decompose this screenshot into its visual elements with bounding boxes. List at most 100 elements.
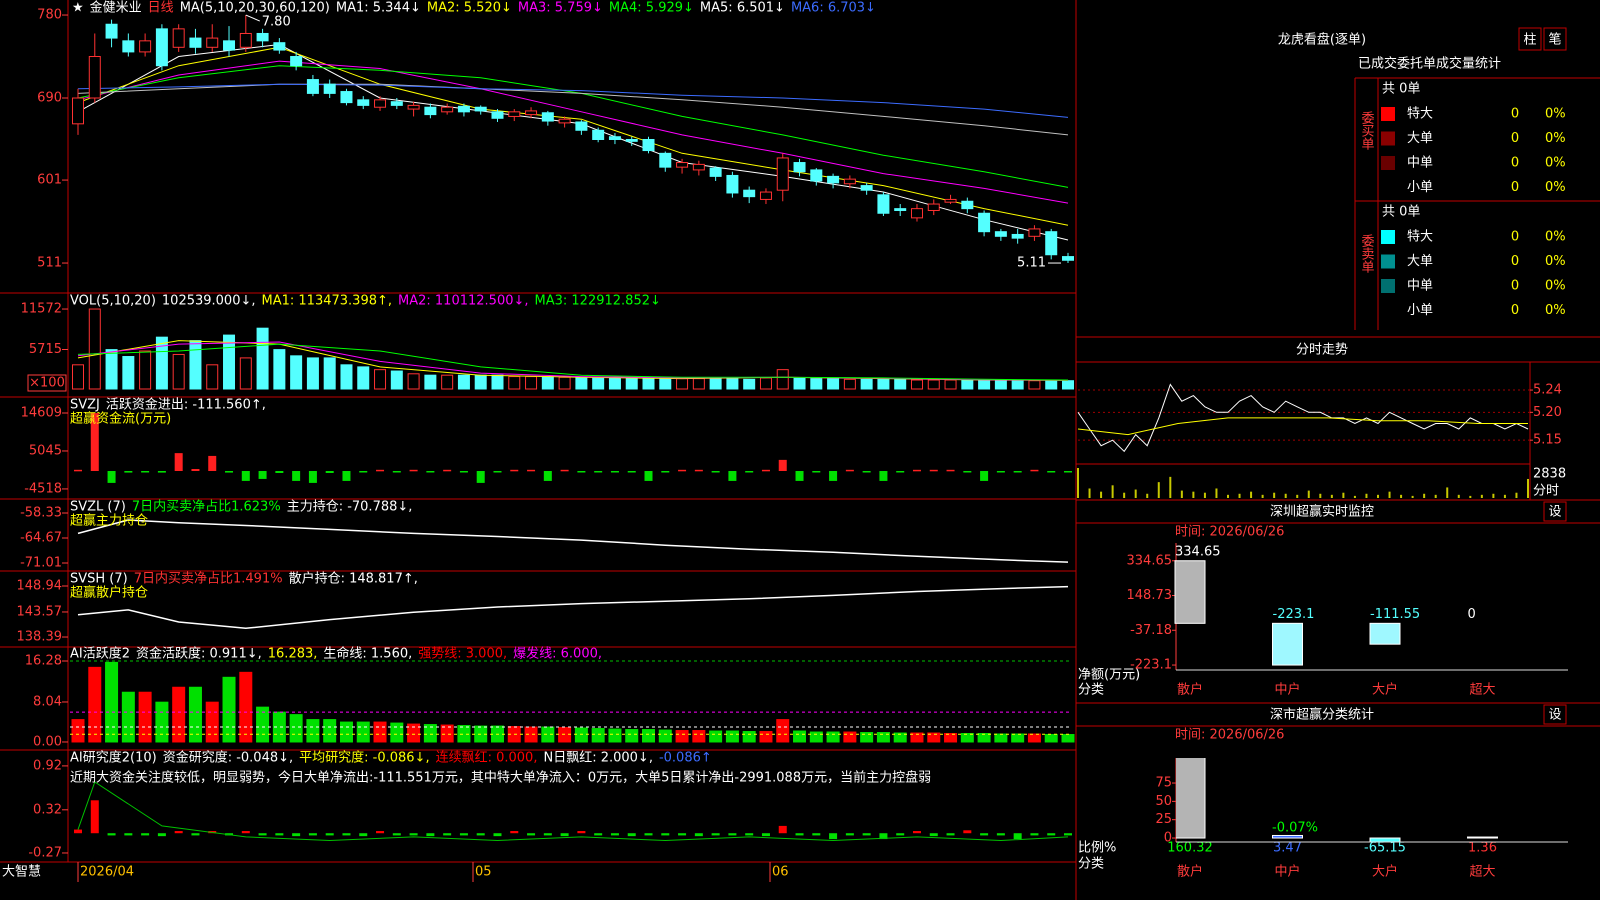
activity-bar [541, 726, 555, 743]
activity-bar [826, 731, 840, 743]
subtitle: 超赢散户持仓 [70, 585, 148, 601]
price-line [1077, 383, 1529, 453]
volume-bar [491, 374, 504, 390]
volume-bar [189, 340, 202, 390]
header-item: VOL(5,10,20) [70, 294, 156, 309]
volume-bar [843, 378, 856, 390]
ma-line [77, 60, 1069, 204]
indicator-bar [74, 829, 82, 834]
candle-body [592, 129, 605, 140]
indicator-bar [845, 469, 854, 472]
button[interactable] [1543, 704, 1567, 725]
indicator-bar [141, 833, 150, 836]
volume-bar [374, 369, 387, 390]
indicator-bar [577, 831, 586, 834]
value-label: 1.36 [1468, 841, 1497, 856]
candle-body [994, 231, 1007, 237]
header-item: -0.086↑ [659, 751, 712, 766]
volume-bar [810, 378, 823, 390]
indicator-bar [862, 833, 871, 836]
row-pct: 0% [1545, 131, 1566, 146]
candle-body [625, 138, 638, 142]
indicator-bar [342, 833, 351, 836]
indicator-bar [1013, 471, 1022, 473]
button[interactable] [1543, 27, 1567, 51]
volume-bar [1088, 488, 1091, 498]
y-tick-label: 5.24 [1533, 383, 1562, 398]
y-tick-label: 780 [37, 8, 62, 23]
side-label: 委买单 [1359, 111, 1375, 150]
annotation: 7.80 [262, 15, 291, 30]
indicator-bar [476, 471, 485, 483]
row-pct: 0% [1545, 303, 1566, 318]
y-tick-label: -58.33 [20, 505, 62, 520]
candle-body [273, 42, 286, 51]
candle-body [558, 118, 571, 124]
volume-bar [877, 378, 890, 390]
candle-body [374, 99, 387, 108]
y-tick-label: 14609 [21, 406, 62, 421]
indicator-bar [560, 469, 569, 472]
header-item: 强势线: 3.000, [418, 646, 507, 662]
header-item: 资金活跃度: 0.911↓, [136, 646, 262, 662]
indicator-bar [728, 833, 737, 836]
volume-bar [894, 378, 907, 390]
category-label: 超大 [1469, 683, 1495, 698]
indicator-bar [191, 833, 200, 836]
activity-bar [608, 728, 622, 743]
y-tick-label: 50 [1155, 794, 1172, 809]
indicator-bar [929, 833, 938, 837]
row-count: 0 [1511, 254, 1519, 269]
button[interactable] [1518, 27, 1542, 51]
button[interactable]: 设 [1548, 708, 1561, 723]
indicator-bar [929, 469, 938, 472]
button[interactable]: 笔 [1548, 32, 1561, 48]
indicator-bar [829, 833, 838, 840]
button[interactable]: 柱 [1523, 33, 1536, 48]
volume-bar [709, 378, 722, 390]
swatch [1381, 107, 1395, 121]
volume-bar [1515, 492, 1518, 498]
volume-bar [1215, 488, 1218, 498]
indicator-bar [157, 833, 166, 837]
volume-bar [88, 308, 101, 390]
indicator-bar [1064, 471, 1072, 473]
volume-bar [1423, 493, 1426, 498]
indicator-bar [426, 833, 435, 837]
y-tick-label: 690 [37, 91, 62, 106]
value-label: -65.15 [1364, 841, 1406, 856]
volume-bar [642, 377, 655, 390]
indicator-bar [359, 471, 368, 473]
indicator-bar [459, 471, 468, 473]
header-item: MA6: 6.703↓ [791, 1, 876, 16]
indicator-bar [342, 471, 351, 481]
value-label: 334.65 [1175, 544, 1221, 559]
activity-bar [121, 691, 135, 743]
candle-body [223, 40, 236, 51]
indicator-bar [795, 471, 804, 481]
activity-bar [977, 733, 991, 743]
indicator-bar [208, 455, 217, 472]
category-label: 大户 [1372, 682, 1398, 698]
header-item: 16.283, [268, 647, 318, 662]
panel-title: 深圳超赢实时监控 [1270, 504, 1374, 520]
volume-bar [1388, 491, 1391, 498]
activity-bar [172, 686, 186, 743]
y-tick-label: 138.39 [17, 630, 63, 645]
button[interactable] [1543, 501, 1567, 522]
activity-bar [1044, 734, 1058, 743]
button[interactable]: 设 [1548, 505, 1561, 520]
candle-body [843, 178, 856, 185]
activity-bar [944, 733, 958, 743]
indicator-bar [409, 469, 418, 472]
volume-bar [1400, 494, 1403, 498]
candle-body [860, 185, 873, 191]
volume-bar [1261, 494, 1264, 498]
candle-body [525, 110, 538, 116]
subtitle: 近期大资金关注度较低，明显弱势，今日大单净流出:-111.551万元，其中特大单… [70, 770, 931, 786]
activity-bar [927, 732, 941, 743]
volume-bar [608, 377, 621, 390]
activity-bar [709, 730, 723, 743]
volume-bar [155, 336, 168, 390]
